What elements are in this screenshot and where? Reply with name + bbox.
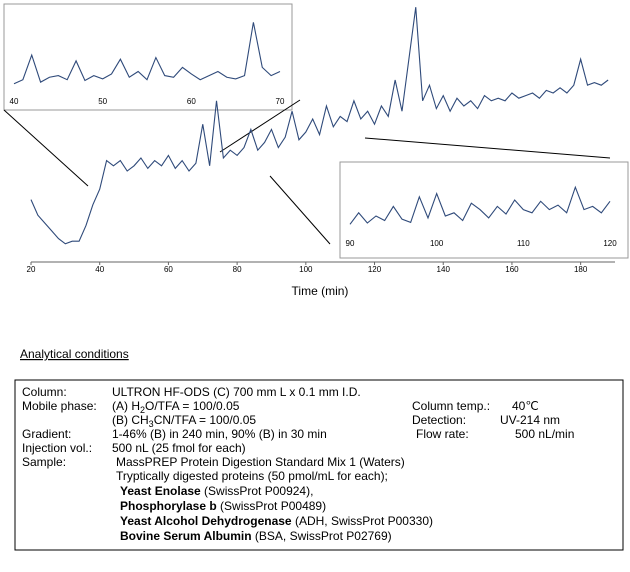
label: Gradient: (22, 427, 71, 441)
leader-line (364, 137, 611, 159)
leader-lines (3, 99, 611, 245)
x-tick-label: 100 (430, 239, 444, 248)
x-tick-label: 80 (233, 265, 242, 274)
x-tick-label: 120 (368, 265, 382, 274)
x-tick-label: 120 (603, 239, 617, 248)
conditions: Analytical conditions Column: ULTRON HF-… (14, 347, 624, 551)
protein-name: Bovine Serum Albumin (120, 529, 252, 543)
protein-detail: (ADH, SwissProt P00330) (292, 514, 433, 528)
x-tick-label: 160 (505, 265, 519, 274)
x-tick-label: 60 (187, 97, 196, 106)
x-tick-label: 90 (346, 239, 355, 248)
subscript: 2 (140, 405, 145, 415)
value: (B) CH3CN/TFA = 100/0.05 (112, 413, 256, 429)
protein-name: Yeast Alcohol Dehydrogenase (120, 514, 292, 528)
conditions-title: Analytical conditions (20, 347, 129, 361)
value: 40℃ (512, 399, 539, 413)
protein: Yeast Alcohol Dehydrogenase (ADH, SwissP… (120, 514, 433, 528)
label: Flow rate: (416, 427, 469, 441)
value: Tryptically digested proteins (50 pmol/m… (116, 469, 388, 483)
value: ULTRON HF-ODS (C) 700 mm L x 0.1 mm I.D. (112, 385, 361, 399)
trace (30, 7, 609, 245)
text: (A) H (112, 399, 140, 413)
label: Detection: (412, 413, 466, 427)
x-tick-label: 40 (95, 265, 104, 274)
x-tick-label: 50 (98, 97, 107, 106)
x-axis-label: Time (min) (292, 284, 349, 298)
x-tick-label: 40 (10, 97, 19, 106)
protein: Yeast Enolase (SwissProt P00924), (120, 484, 313, 498)
protein-detail: (SwissProt P00924), (201, 484, 314, 498)
protein-detail: (SwissProt P00489) (217, 499, 326, 513)
text: CN/TFA = 100/0.05 (154, 413, 257, 427)
value: UV-214 nm (500, 413, 560, 427)
conditions-box (14, 379, 624, 551)
label: Mobile phase: (22, 399, 97, 413)
leader-line (269, 175, 331, 245)
protein: Phosphorylase b (SwissProt P00489) (120, 499, 326, 513)
text: (B) CH (112, 413, 149, 427)
subscript: 3 (149, 419, 154, 429)
label: Sample: (22, 455, 66, 469)
text: O/TFA = 100/0.05 (145, 399, 240, 413)
label: Injection vol.: (22, 441, 92, 455)
value: MassPREP Protein Digestion Standard Mix … (116, 455, 405, 469)
leader-line (3, 109, 89, 187)
protein-name: Phosphorylase b (120, 499, 217, 513)
inset-frame (3, 3, 293, 111)
label: Column: (22, 385, 67, 399)
leader-line (219, 99, 301, 153)
value: 1-46% (B) in 240 min, 90% (B) in 30 min (112, 427, 327, 441)
x-tick-label: 110 (517, 239, 530, 248)
x-tick-label: 100 (299, 265, 313, 274)
inset-frame (339, 161, 629, 259)
x-tick-label: 60 (164, 265, 173, 274)
value: 500 nL/min (515, 427, 574, 441)
label: Column temp.: (412, 399, 490, 413)
value: (A) H2O/TFA = 100/0.05 (112, 399, 240, 415)
protein: Bovine Serum Albumin (BSA, SwissProt P02… (120, 529, 392, 543)
trace (13, 22, 281, 85)
x-tick-label: 20 (27, 265, 36, 274)
x-tick-label: 140 (437, 265, 451, 274)
x-tick-label: 180 (574, 265, 588, 274)
trace (349, 185, 611, 225)
value: 500 nL (25 fmol for each) (112, 441, 246, 455)
protein-name: Yeast Enolase (120, 484, 201, 498)
protein-detail: (BSA, SwissProt P02769) (252, 529, 392, 543)
x-tick-label: 70 (276, 97, 285, 106)
